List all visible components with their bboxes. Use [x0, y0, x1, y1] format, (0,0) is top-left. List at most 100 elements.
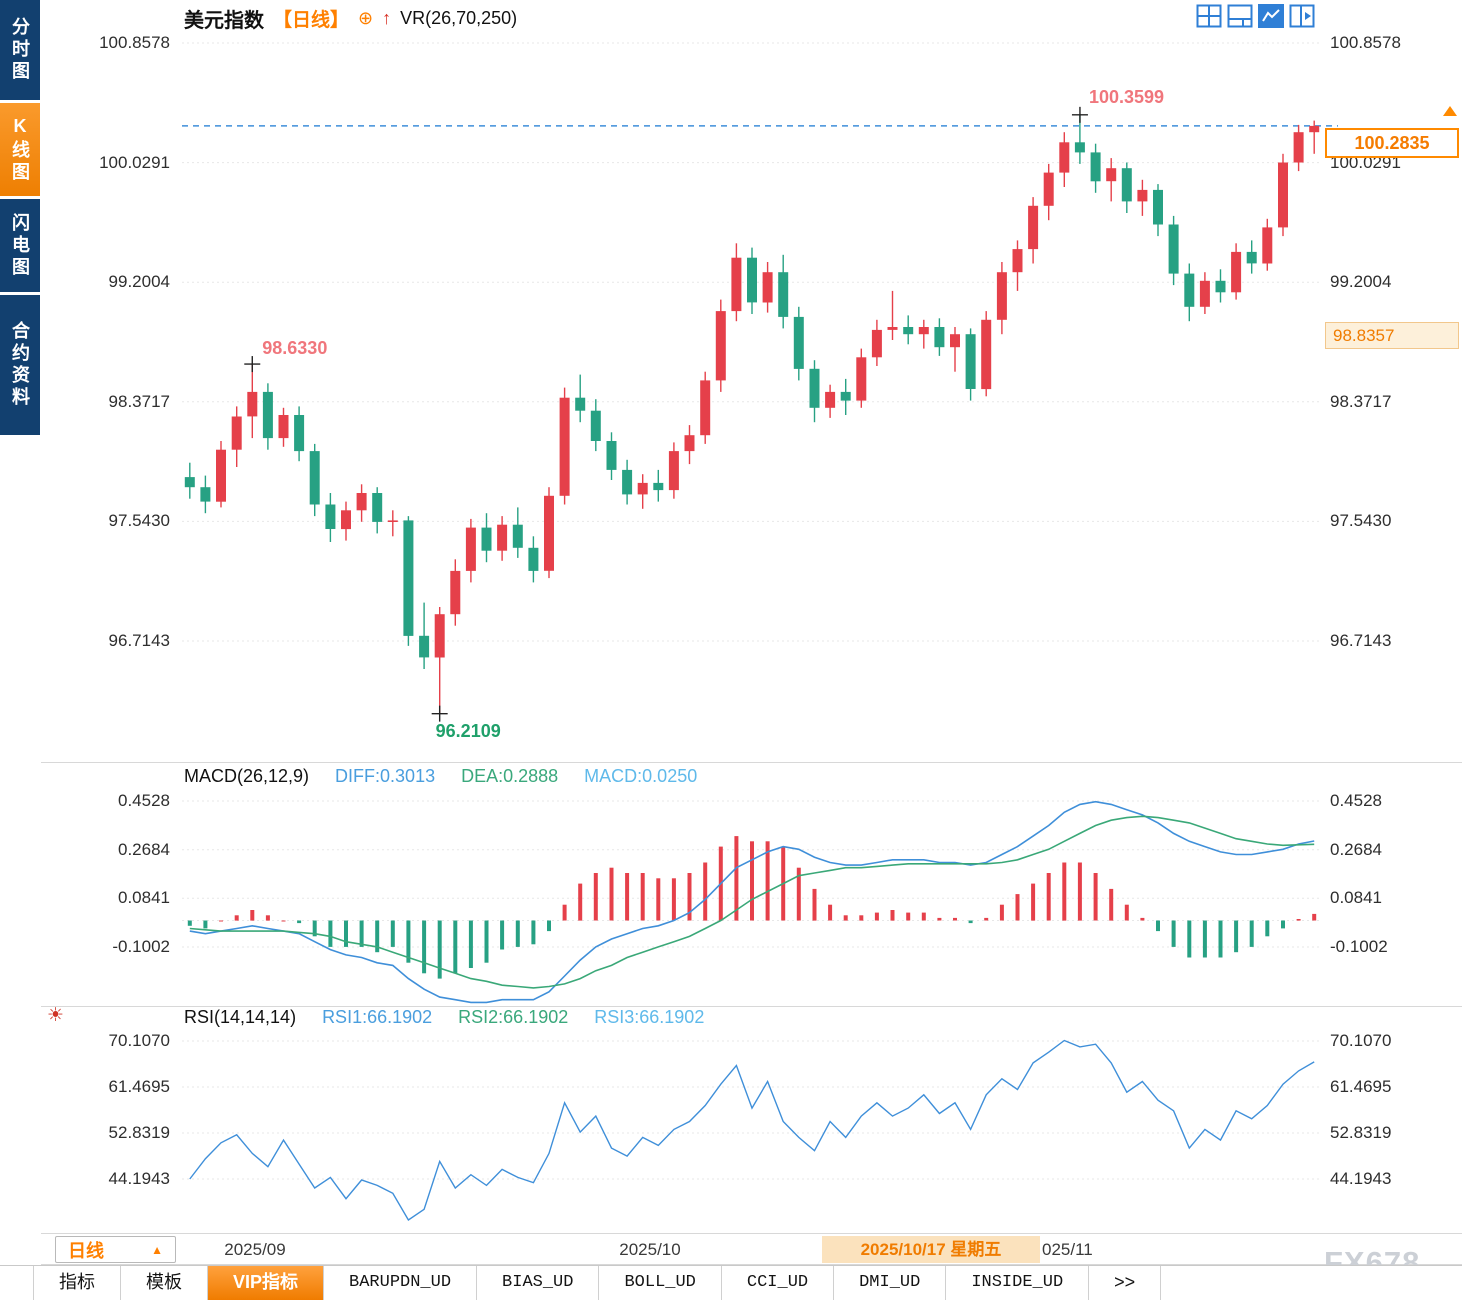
candle	[950, 327, 960, 372]
rsi1-value: RSI1:66.1902	[322, 1007, 433, 1027]
candle	[684, 425, 695, 465]
layout-split-icon[interactable]	[1289, 4, 1315, 28]
axis-label: 100.0291	[99, 152, 170, 172]
candle	[1293, 124, 1304, 172]
candle	[809, 360, 820, 423]
candle	[606, 432, 617, 480]
candle	[512, 507, 523, 558]
bottom-tab-9[interactable]: >>	[1089, 1266, 1162, 1300]
candle	[1168, 215, 1179, 286]
period-tag[interactable]: 【日线】	[273, 9, 350, 31]
rsi-title: RSI(14,14,14)	[184, 1007, 297, 1027]
candle	[1153, 184, 1163, 237]
time-axis-label: 2025/09	[224, 1240, 286, 1259]
axis-label: 44.1943	[108, 1169, 170, 1188]
axis-label: -0.1002	[1330, 936, 1388, 956]
candle	[387, 510, 398, 537]
candle	[668, 442, 679, 499]
bottom-tab-5[interactable]: BOLL_UD	[599, 1266, 722, 1300]
axis-label: 0.4528	[118, 791, 170, 810]
panel-divider	[41, 762, 1462, 763]
macd-dea-value: DEA:0.2888	[461, 766, 559, 786]
bottom-tab-1[interactable]: 模板	[121, 1266, 208, 1300]
reference-price-label: 98.8357	[1325, 322, 1459, 349]
candle	[559, 387, 570, 505]
candles-layer	[184, 114, 1320, 714]
candle	[450, 559, 461, 626]
sidebar-tab-contract-info[interactable]: 合约资料	[0, 295, 40, 435]
layout-main-sub-icon[interactable]	[1227, 4, 1253, 28]
rsi-header: RSI(14,14,14) RSI1:66.1902 RSI2:66.1902 …	[184, 1007, 704, 1028]
candle	[1012, 240, 1023, 291]
candle	[465, 518, 476, 583]
candle	[762, 262, 773, 313]
candle	[1246, 240, 1257, 274]
candle	[231, 406, 242, 467]
layout-chart-icon[interactable]	[1258, 4, 1284, 28]
axis-label: 0.0841	[118, 888, 170, 908]
candle	[778, 254, 789, 329]
candle	[793, 306, 804, 381]
time-axis-label: 025/11	[1042, 1240, 1093, 1259]
candle	[1184, 263, 1195, 322]
axis-label: 0.0841	[1330, 888, 1382, 908]
candle	[184, 462, 195, 499]
indicator-settings-icon[interactable]: ☀	[47, 1005, 65, 1026]
crosshair-date-label: 2025/10/17 星期五	[822, 1236, 1040, 1263]
macd-title: MACD(26,12,9)	[184, 766, 310, 786]
overlay-indicator-label: VR(26,70,250)	[400, 7, 518, 28]
sidebar-tab-kline[interactable]: K线图	[0, 103, 40, 196]
add-overlay-icon[interactable]: ⊕	[358, 7, 374, 28]
axis-label: 61.4695	[1330, 1076, 1392, 1096]
candle	[356, 484, 367, 522]
candle	[981, 311, 992, 397]
candle	[200, 475, 211, 514]
layout-grid-icon[interactable]	[1196, 4, 1222, 28]
time-axis-label: 2025/10	[619, 1240, 681, 1259]
axis-label: 97.5430	[1330, 511, 1392, 531]
candle	[637, 474, 648, 509]
candle	[1215, 269, 1226, 303]
candle	[1278, 153, 1288, 237]
candle	[419, 602, 430, 669]
bottom-tab-0[interactable]: 指标	[33, 1266, 121, 1300]
candle	[575, 374, 586, 423]
axis-label: 98.3717	[108, 391, 170, 411]
candle	[825, 384, 836, 418]
sidebar-nav: 分时图 K线图 闪电图 合约资料	[0, 0, 40, 1240]
candle	[653, 469, 664, 502]
candle	[528, 536, 539, 583]
axis-label: 96.7143	[108, 630, 170, 650]
candle	[856, 348, 867, 408]
candle	[934, 318, 945, 356]
candle	[1043, 163, 1054, 221]
bottom-tab-3[interactable]: BARUPDN_UD	[324, 1266, 478, 1300]
price-annotation: 96.2109	[435, 720, 501, 741]
bottom-tab-2[interactable]: VIP指标	[208, 1266, 325, 1300]
crosshair-marker	[244, 356, 261, 373]
axis-label: 98.3717	[1330, 391, 1392, 411]
rsi2-value: RSI2:66.1902	[458, 1007, 569, 1027]
candle	[1121, 162, 1132, 213]
price-annotation: 100.3599	[1088, 86, 1165, 107]
axis-label: -0.1002	[112, 936, 170, 956]
sidebar-tab-flash[interactable]: 闪电图	[0, 199, 40, 292]
bottom-tab-7[interactable]: DMI_UD	[834, 1266, 947, 1300]
candle	[715, 299, 726, 392]
current-price-badge: 100.2835	[1325, 128, 1459, 158]
macd-dea-line	[189, 815, 1315, 989]
sidebar-tab-timeshare[interactable]: 分时图	[0, 0, 40, 100]
indicator-tab-bar: 指标 模板 VIP指标 BARUPDN_UD BIAS_UD BOLL_UD CCI_UD D…	[0, 1265, 1462, 1300]
candle	[544, 487, 554, 579]
bottom-tab-8[interactable]: INSIDE_UD	[946, 1266, 1090, 1300]
period-selector[interactable]: 日线 ▲	[55, 1236, 176, 1263]
bottom-tab-4[interactable]: BIAS_UD	[477, 1266, 600, 1300]
price-up-triangle-icon	[1443, 106, 1457, 116]
candle	[965, 328, 976, 401]
bottom-tab-6[interactable]: CCI_UD	[722, 1266, 835, 1300]
macd-diff-line	[189, 800, 1315, 1004]
symbol-title: 美元指数	[184, 9, 264, 32]
layout-toolbar	[1196, 4, 1315, 28]
candle	[918, 319, 929, 349]
period-selector-label: 日线	[68, 1240, 104, 1261]
